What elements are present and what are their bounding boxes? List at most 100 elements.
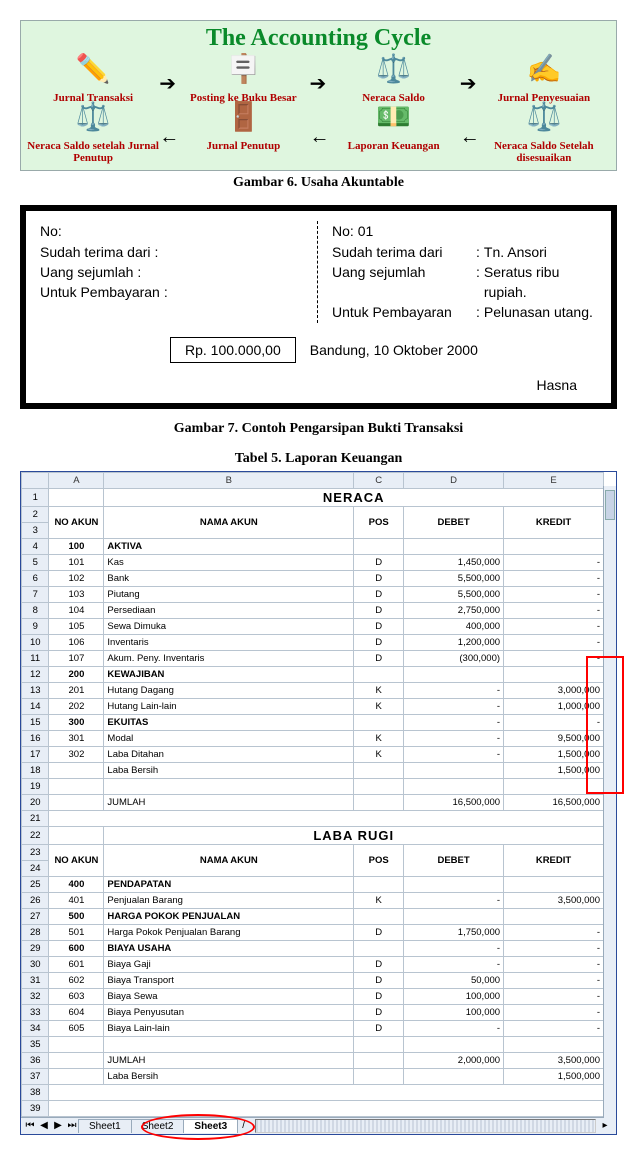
cell-nama[interactable]: Laba Bersih [104, 1068, 354, 1084]
cell-no[interactable]: 604 [49, 1004, 104, 1020]
cell-debet[interactable]: 1,200,000 [404, 634, 504, 650]
row-header[interactable]: 22 [22, 826, 49, 844]
cell-no[interactable]: 500 [49, 908, 104, 924]
cell-nama[interactable]: Biaya Lain-lain [104, 1020, 354, 1036]
cell-kredit[interactable]: - [504, 586, 604, 602]
row-header[interactable]: 35 [22, 1036, 49, 1052]
cell-no[interactable]: 605 [49, 1020, 104, 1036]
cell-debet[interactable] [404, 538, 504, 554]
cell-kredit[interactable]: - [504, 634, 604, 650]
cell-kredit[interactable]: 1,500,000 [504, 1068, 604, 1084]
spreadsheet-grid[interactable]: A B C D E 1NERACA 2NO AKUNNAMA AKUNPOSDE… [21, 472, 604, 1117]
cell-no[interactable]: 600 [49, 940, 104, 956]
cell-pos[interactable] [354, 1052, 404, 1068]
cell-no[interactable]: 104 [49, 602, 104, 618]
cell-no[interactable]: 200 [49, 666, 104, 682]
row-header[interactable]: 8 [22, 602, 49, 618]
row-header[interactable]: 39 [22, 1100, 49, 1116]
row-header[interactable]: 17 [22, 746, 49, 762]
cell-nama[interactable]: PENDAPATAN [104, 876, 354, 892]
row-header[interactable]: 9 [22, 618, 49, 634]
cell-no[interactable]: 501 [49, 924, 104, 940]
row-header[interactable]: 24 [22, 860, 49, 876]
cell-kredit[interactable]: 9,500,000 [504, 730, 604, 746]
cell-pos[interactable]: D [354, 650, 404, 666]
cell-nama[interactable]: Bank [104, 570, 354, 586]
row-header[interactable]: 25 [22, 876, 49, 892]
cell-debet[interactable]: - [404, 714, 504, 730]
cell-nama[interactable]: AKTIVA [104, 538, 354, 554]
cell-pos[interactable] [354, 1036, 404, 1052]
cell-kredit[interactable] [504, 1036, 604, 1052]
scroll-right-icon[interactable]: ▸ [596, 1120, 614, 1131]
cell-no[interactable]: 301 [49, 730, 104, 746]
row-header[interactable]: 10 [22, 634, 49, 650]
row-header[interactable]: 31 [22, 972, 49, 988]
cell-pos[interactable] [354, 940, 404, 956]
cell-nama[interactable]: BIAYA USAHA [104, 940, 354, 956]
cell-pos[interactable] [354, 778, 404, 794]
cell-no[interactable]: 106 [49, 634, 104, 650]
cell-debet[interactable]: 2,750,000 [404, 602, 504, 618]
col-header-B[interactable]: B [104, 472, 354, 488]
cell-pos[interactable]: D [354, 988, 404, 1004]
cell-debet[interactable]: 50,000 [404, 972, 504, 988]
cell-debet[interactable]: - [404, 682, 504, 698]
cell-debet[interactable]: 5,500,000 [404, 586, 504, 602]
cell-no[interactable]: 401 [49, 892, 104, 908]
cell-kredit[interactable] [504, 778, 604, 794]
cell-nama[interactable] [104, 1036, 354, 1052]
cell-nama[interactable]: Sewa Dimuka [104, 618, 354, 634]
row-header[interactable]: 29 [22, 940, 49, 956]
row-header[interactable]: 32 [22, 988, 49, 1004]
cell-nama[interactable]: Persediaan [104, 602, 354, 618]
cell-no[interactable]: 103 [49, 586, 104, 602]
cell-nama[interactable]: Kas [104, 554, 354, 570]
cell-nama[interactable]: Penjualan Barang [104, 892, 354, 908]
cell-no[interactable]: 302 [49, 746, 104, 762]
cell-pos[interactable]: D [354, 924, 404, 940]
cell-nama[interactable]: KEWAJIBAN [104, 666, 354, 682]
tab-sheet3[interactable]: Sheet3 [183, 1119, 238, 1133]
cell-debet[interactable]: - [404, 1020, 504, 1036]
cell-kredit[interactable]: - [504, 1004, 604, 1020]
cell-kredit[interactable]: 3,500,000 [504, 1052, 604, 1068]
cell-debet[interactable]: - [404, 730, 504, 746]
cell-pos[interactable]: K [354, 746, 404, 762]
cell-pos[interactable] [354, 714, 404, 730]
row-header[interactable]: 27 [22, 908, 49, 924]
cell-nama[interactable]: EKUITAS [104, 714, 354, 730]
cell-kredit[interactable] [504, 538, 604, 554]
cell-pos[interactable]: K [354, 730, 404, 746]
cell-pos[interactable]: D [354, 586, 404, 602]
row-header[interactable]: 15 [22, 714, 49, 730]
cell-debet[interactable] [404, 666, 504, 682]
cell-debet[interactable] [404, 908, 504, 924]
cell-kredit[interactable]: - [504, 1020, 604, 1036]
cell-kredit[interactable] [504, 908, 604, 924]
col-header-E[interactable]: E [504, 472, 604, 488]
cell-kredit[interactable]: - [504, 618, 604, 634]
row-header[interactable]: 16 [22, 730, 49, 746]
cell-no[interactable] [49, 1068, 104, 1084]
cell-pos[interactable]: D [354, 972, 404, 988]
cell-no[interactable]: 400 [49, 876, 104, 892]
cell-pos[interactable] [354, 1068, 404, 1084]
cell-pos[interactable]: D [354, 618, 404, 634]
scrollbar-thumb[interactable] [605, 490, 615, 520]
cell-debet[interactable]: - [404, 956, 504, 972]
cell-debet[interactable]: 100,000 [404, 1004, 504, 1020]
cell-kredit[interactable] [504, 876, 604, 892]
row-header[interactable]: 13 [22, 682, 49, 698]
cell-no[interactable]: 101 [49, 554, 104, 570]
cell-pos[interactable] [354, 762, 404, 778]
cell-nama[interactable]: Piutang [104, 586, 354, 602]
tab-nav-arrows[interactable]: ⏮◀▶⏭ [23, 1120, 79, 1131]
cell-kredit[interactable]: 1,500,000 [504, 746, 604, 762]
cell-kredit[interactable]: - [504, 988, 604, 1004]
cell-pos[interactable]: K [354, 698, 404, 714]
cell-pos[interactable] [354, 666, 404, 682]
cell-kredit[interactable]: - [504, 602, 604, 618]
cell-no[interactable] [49, 1052, 104, 1068]
cell-pos[interactable]: K [354, 682, 404, 698]
